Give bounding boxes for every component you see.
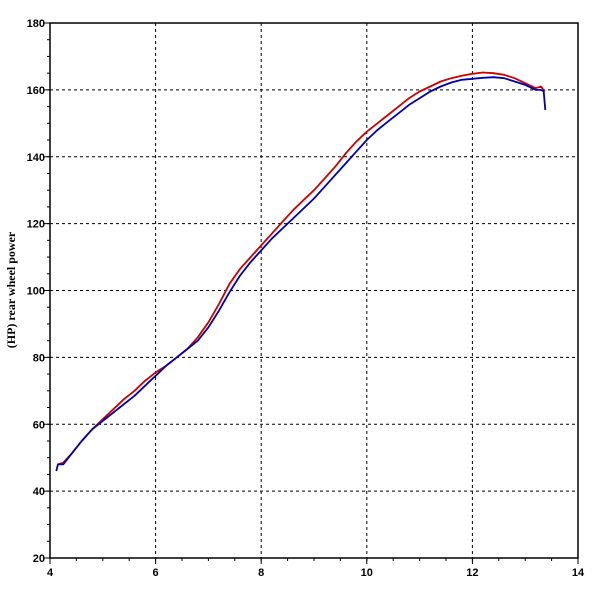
grid [50, 23, 578, 558]
series-line-2 [55, 76, 547, 472]
y-tick-label: 80 [33, 352, 45, 364]
x-tick-label: 12 [466, 567, 478, 579]
series-line-1 [57, 71, 546, 466]
y-tick-label: 100 [27, 286, 45, 298]
y-tick-label: 140 [27, 152, 45, 164]
x-tick-label: 8 [258, 567, 264, 579]
y-tick-label: 180 [27, 18, 45, 30]
x-tick-label: 6 [153, 567, 159, 579]
y-tick-label: 160 [27, 85, 45, 97]
y-tick-labels: 20 40 60 80 100 120 140 160 180 [27, 18, 45, 565]
tick-marks [44, 22, 579, 564]
y-tick-label: 120 [27, 219, 45, 231]
y-tick-label: 20 [33, 553, 45, 565]
x-tick-labels: 4 6 8 10 12 14 [47, 567, 585, 579]
y-tick-label: 40 [33, 486, 45, 498]
x-tick-label: 14 [572, 567, 585, 579]
y-tick-label: 60 [33, 419, 45, 431]
x-tick-label: 10 [361, 567, 373, 579]
x-tick-label: 4 [47, 567, 54, 579]
y-axis-title: (HP) rear wheel power [4, 231, 18, 348]
series-layer [55, 71, 547, 472]
